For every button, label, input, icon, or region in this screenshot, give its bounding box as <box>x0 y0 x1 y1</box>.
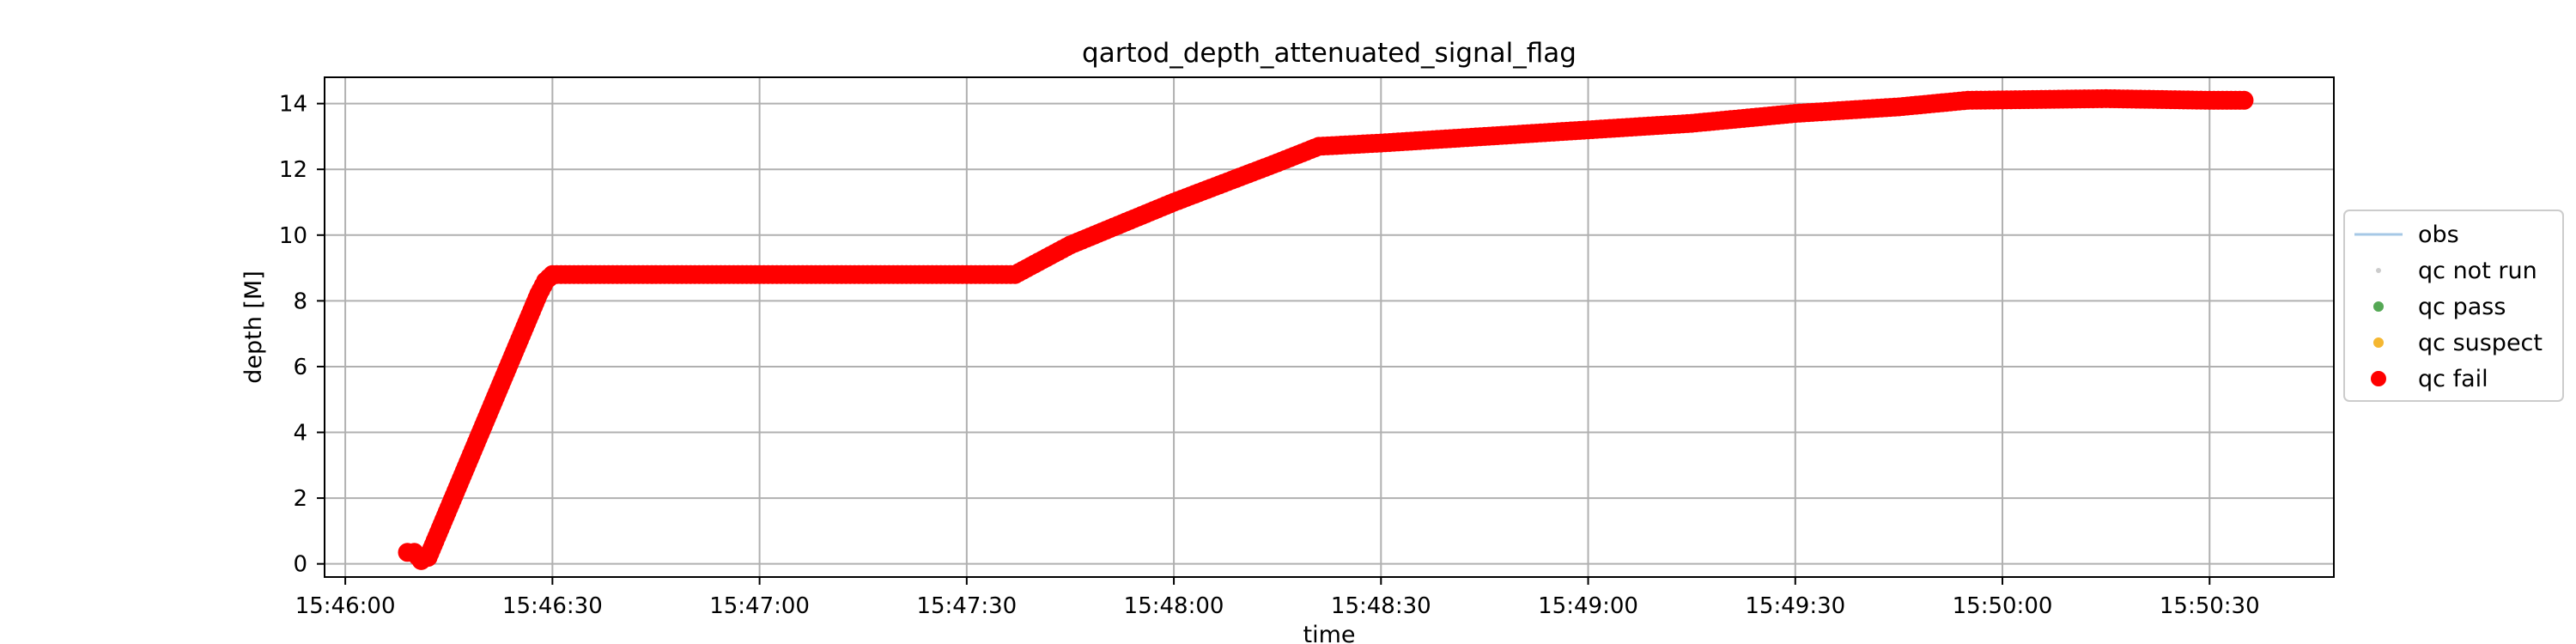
y-tick-label: 4 <box>293 421 307 447</box>
y-axis-label: depth [M] <box>240 270 267 384</box>
x-tick-label: 15:47:30 <box>916 593 1017 619</box>
x-tick-label: 15:47:00 <box>709 593 810 619</box>
legend-box <box>2343 210 2564 402</box>
legend-label: obs <box>2418 222 2459 248</box>
x-tick-label: 15:49:30 <box>1745 593 1845 619</box>
legend-label: qc suspect <box>2418 330 2543 356</box>
x-tick-label: 15:50:30 <box>2160 593 2260 619</box>
legend-marker <box>2371 371 2386 386</box>
x-axis-label: time <box>1303 622 1355 644</box>
x-tick-label: 15:50:00 <box>1953 593 2053 619</box>
legend-label: qc fail <box>2418 366 2488 392</box>
x-tick-label: 15:46:00 <box>295 593 396 619</box>
x-tick-label: 15:48:30 <box>1331 593 1431 619</box>
data-layer <box>398 88 2254 570</box>
legend: obs qc not run qc pass qc suspect qc fail <box>2343 210 2564 402</box>
y-tick-label: 0 <box>293 552 307 578</box>
legend-label: qc not run <box>2418 258 2537 284</box>
legend-marker <box>2376 268 2381 273</box>
data-point <box>2234 90 2254 110</box>
y-axis: 0 2 4 6 8 10 12 14 <box>279 92 325 578</box>
x-axis: 15:46:00 15:46:30 15:47:00 15:47:30 15:48:00… <box>295 577 2260 619</box>
chart-title: qartod_depth_attenuated_signal_flag <box>1082 38 1577 69</box>
plot-frame <box>324 76 2335 578</box>
y-tick-label: 10 <box>279 223 307 249</box>
legend-label: qc pass <box>2418 294 2506 320</box>
y-tick-label: 6 <box>293 355 307 380</box>
y-tick-label: 2 <box>293 486 307 512</box>
y-tick-label: 12 <box>279 157 307 183</box>
y-tick-label: 14 <box>279 92 307 118</box>
grid <box>325 77 2334 577</box>
y-tick-label: 8 <box>293 289 307 314</box>
legend-marker <box>2373 337 2384 348</box>
x-tick-label: 15:46:30 <box>502 593 603 619</box>
x-tick-label: 15:48:00 <box>1124 593 1224 619</box>
x-tick-label: 15:49:00 <box>1538 593 1638 619</box>
legend-marker <box>2373 301 2384 312</box>
